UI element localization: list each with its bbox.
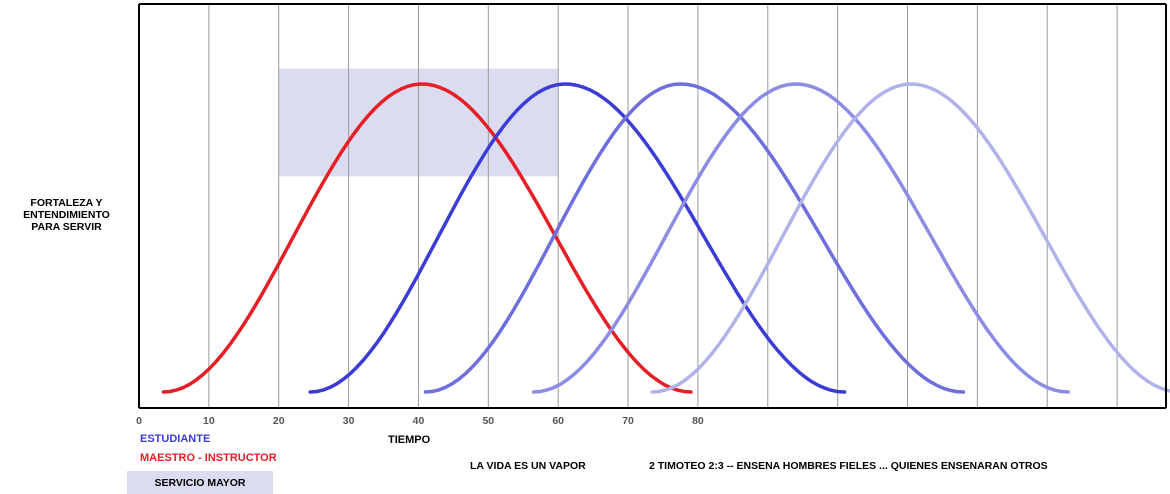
- x-tick-label: 60: [552, 415, 564, 427]
- x-tick-label: 10: [203, 415, 215, 427]
- x-tick-label: 50: [482, 415, 494, 427]
- legend-servicio-mayor: SERVICIO MAYOR: [127, 471, 273, 494]
- x-tick-label: 40: [413, 415, 425, 427]
- legend-estudiante: ESTUDIANTE: [140, 433, 211, 445]
- grid-lines: [208, 4, 1118, 408]
- x-tick-label: 20: [273, 415, 285, 427]
- x-tick-labels: 0 10 20 30 40 50 60 70 80: [136, 415, 704, 427]
- annotation-vida-vapor: LA VIDA ES UN VAPOR: [470, 460, 586, 472]
- curve-4: [531, 82, 1070, 394]
- y-axis-label: FORTALEZA Y ENTENDIMIENTO PARA SERVIR: [23, 197, 110, 233]
- curve-5: [650, 82, 1170, 394]
- annotation-timoteo: 2 TIMOTEO 2:3 -- ENSENA HOMBRES FIELES .…: [649, 460, 1048, 472]
- curve-1: [161, 82, 693, 394]
- x-tick-label: 80: [692, 415, 704, 427]
- x-tick-label: 0: [136, 415, 142, 427]
- curves: [161, 82, 1170, 394]
- plot-frame: [138, 3, 1167, 409]
- x-axis-label: TIEMPO: [388, 434, 431, 446]
- x-tick-label: 30: [343, 415, 355, 427]
- x-tick-label: 70: [622, 415, 634, 427]
- curve-2: [308, 82, 847, 394]
- legend-maestro-instructor: MAESTRO - INSTRUCTOR: [140, 452, 277, 464]
- curve-3: [423, 82, 966, 394]
